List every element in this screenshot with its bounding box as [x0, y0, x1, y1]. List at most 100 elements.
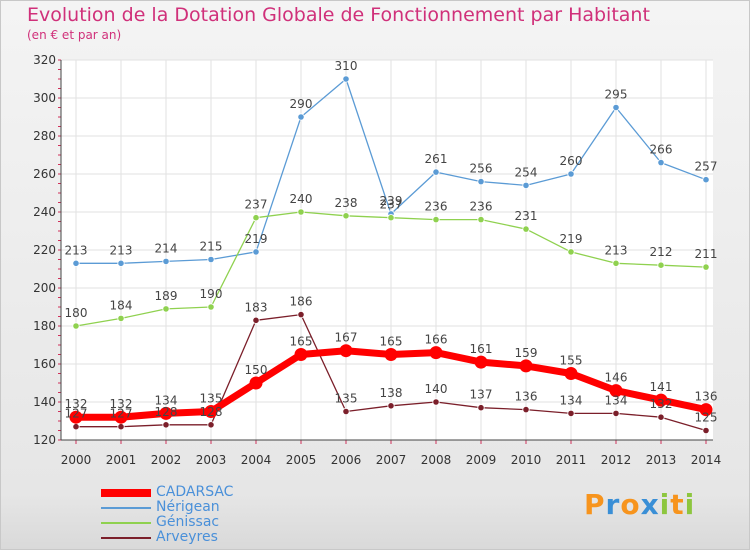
y-tick-label: 300 [33, 91, 56, 105]
x-tick-label: 2008 [421, 453, 452, 467]
data-point [429, 346, 443, 360]
data-label: 161 [470, 342, 493, 356]
data-label: 213 [110, 243, 133, 257]
data-point [522, 181, 530, 189]
data-label: 236 [425, 200, 448, 214]
data-point [567, 170, 575, 178]
data-label: 189 [155, 289, 178, 303]
data-point [72, 322, 80, 330]
data-label: 167 [335, 331, 358, 345]
data-point [297, 113, 305, 121]
legend-swatch [101, 537, 151, 539]
data-point [477, 216, 485, 224]
data-point [477, 404, 485, 412]
data-point [612, 259, 620, 267]
data-point [567, 409, 575, 417]
logo-letter: t [670, 488, 685, 521]
x-tick-label: 2013 [646, 453, 677, 467]
data-label: 213 [605, 243, 628, 257]
data-point [522, 405, 530, 414]
data-point [204, 405, 218, 418]
data-label: 135 [200, 392, 223, 406]
data-label: 290 [290, 97, 313, 111]
data-label: 237 [380, 198, 403, 212]
data-point [207, 255, 215, 264]
x-tick-label: 2005 [286, 453, 317, 467]
x-tick-label: 2002 [151, 453, 182, 467]
data-point [657, 413, 665, 421]
data-point [297, 208, 305, 216]
data-point [162, 305, 170, 313]
chart-subtitle: (en € et par an) [27, 28, 122, 42]
data-label: 128 [155, 405, 178, 419]
data-point [474, 355, 488, 369]
y-tick-label: 220 [33, 243, 56, 257]
data-label: 256 [470, 162, 493, 176]
y-tick-label: 200 [33, 281, 56, 295]
chart-title: Evolution de la Dotation Globale de Fonc… [27, 4, 650, 26]
data-point [699, 403, 713, 417]
data-label: 211 [695, 247, 718, 261]
legend-label: Nérigean [156, 499, 220, 515]
data-label: 127 [110, 407, 133, 421]
x-tick-label: 2009 [466, 453, 497, 467]
data-label: 213 [65, 243, 88, 257]
data-label: 215 [200, 240, 223, 254]
data-point [612, 103, 620, 112]
data-label: 127 [65, 407, 88, 421]
y-tick-label: 240 [33, 205, 56, 219]
data-label: 137 [470, 388, 493, 402]
data-label: 166 [425, 333, 448, 347]
data-label: 150 [245, 363, 268, 377]
data-label: 190 [200, 287, 223, 301]
data-point [702, 426, 710, 435]
data-point [387, 214, 395, 222]
data-label: 159 [515, 346, 538, 360]
data-label: 183 [245, 300, 268, 314]
data-label: 261 [425, 152, 448, 166]
data-label: 134 [605, 393, 628, 407]
data-point [159, 406, 173, 420]
data-label: 231 [515, 209, 538, 223]
data-point [117, 259, 125, 267]
data-label: 254 [515, 165, 538, 179]
x-tick-label: 2010 [511, 453, 542, 467]
logo-letter: r [605, 488, 621, 521]
x-tick-label: 2001 [106, 453, 137, 467]
y-tick-label: 140 [33, 395, 56, 409]
data-label: 214 [155, 241, 178, 255]
data-point [72, 423, 80, 431]
data-label: 132 [650, 397, 673, 411]
logo-letter: i [659, 488, 671, 521]
data-point [432, 168, 440, 176]
data-point [567, 248, 575, 256]
x-tick-label: 2000 [61, 453, 92, 467]
x-tick-label: 2007 [376, 453, 407, 467]
data-label: 165 [380, 335, 403, 349]
data-label: 132 [110, 397, 133, 411]
y-tick-label: 320 [33, 53, 56, 67]
legend-label: CADARSAC [156, 484, 234, 500]
data-point [564, 367, 578, 380]
data-point [252, 316, 260, 324]
data-point [117, 423, 125, 431]
data-point [387, 402, 395, 410]
data-label: 240 [290, 192, 313, 206]
data-point [72, 259, 80, 267]
legend-swatch [101, 489, 151, 497]
data-label: 186 [290, 295, 313, 309]
x-tick-label: 2012 [601, 453, 632, 467]
data-point [117, 314, 125, 322]
y-tick-label: 280 [33, 129, 56, 143]
data-point [654, 393, 668, 407]
data-label: 257 [695, 160, 718, 174]
data-label: 260 [560, 154, 583, 168]
data-label: 212 [650, 245, 673, 259]
data-label: 295 [605, 88, 628, 102]
data-label: 134 [560, 393, 583, 407]
logo-letter: x [640, 488, 660, 521]
y-tick-label: 180 [33, 319, 56, 333]
data-point [114, 410, 128, 424]
data-label: 219 [560, 232, 583, 246]
